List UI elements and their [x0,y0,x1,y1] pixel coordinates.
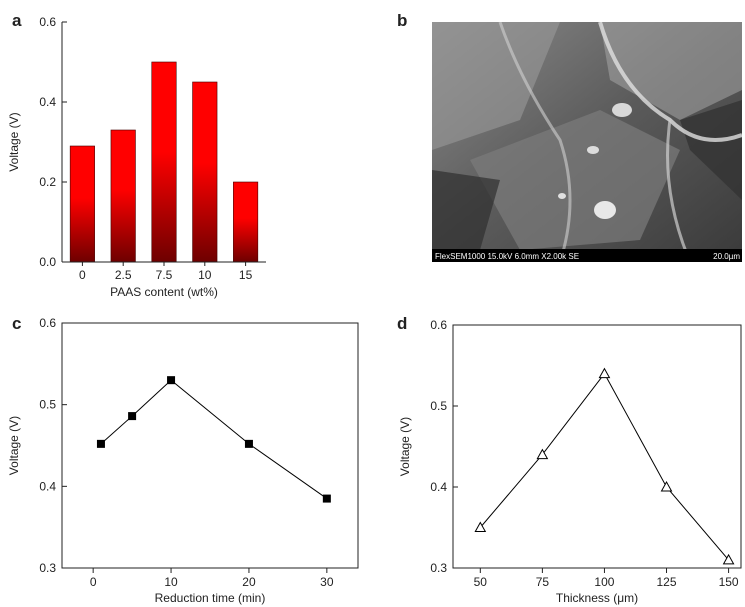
x-tick-label: 30 [320,575,334,589]
panel: a 0.0 0.2 0.4 0.6 Voltage (V) PAAS content (wt… [7,11,266,299]
y-tick-label: 0.3 [430,561,447,575]
series-line [100,379,328,499]
x-axis-label: Reduction time (min) [155,591,266,605]
marker [598,367,611,379]
x-axis-label: PAAS content (wt%) [110,285,218,299]
bar [192,81,218,263]
y-tick-label: 0.6 [39,15,56,29]
panel-label: d [397,314,407,333]
panel-label: a [12,11,22,30]
sem-scale: 20.0µm [713,252,740,261]
panel-label: b [397,11,407,30]
x-tick-label: 150 [719,575,739,589]
y-tick-label: 0.2 [39,175,56,189]
x-tick-label: 7.5 [156,268,173,282]
panel: c 0.3 0.4 0.5 0.6 Voltage (V) Reduction time (… [7,314,359,605]
y-axis-label: Voltage (V) [7,416,21,475]
x-tick-label: 20 [242,575,256,589]
plot-frame [61,322,359,569]
bar [151,61,177,263]
bar [69,145,95,263]
panel-label: c [12,314,21,333]
x-tick-label: 10 [198,268,212,282]
x-tick-label: 2.5 [115,268,132,282]
sem-image: FlexSEM1000 15.0kV 6.0mm X2.00k SE 20.0µ… [397,11,742,262]
y-tick-label: 0.5 [430,399,447,413]
caption-bar [432,249,742,262]
x-tick-label: 15 [239,268,253,282]
marker [167,376,176,385]
y-tick-label: 0.4 [430,480,447,494]
x-tick-label: 100 [594,575,614,589]
marker [128,412,137,421]
y-tick-label: 0.3 [39,561,56,575]
x-tick-label: 125 [657,575,677,589]
x-axis-label: Thickness (μm) [556,591,638,605]
x-tick-label: 75 [536,575,550,589]
y-tick-label: 0.5 [39,398,56,412]
x-tick-label: 10 [164,575,178,589]
panel: d 0.3 0.4 0.5 0.6 Voltage (V) Thickness (μm) 50… [397,314,742,605]
marker [96,439,105,448]
marker [244,439,253,448]
y-tick-label: 0.4 [39,95,56,109]
bar [110,129,136,263]
y-tick-label: 0.6 [39,316,56,330]
plot-frame [452,324,742,569]
x-tick-label: 0 [90,575,97,589]
sem-texture [432,22,742,262]
series-line [479,372,729,561]
x-tick-label: 50 [474,575,488,589]
marker [322,494,331,503]
y-tick-label: 0.4 [39,479,56,493]
marker [536,448,549,460]
bar [233,181,259,263]
marker [474,521,487,532]
x-tick-label: 0 [79,268,86,282]
sem-caption: FlexSEM1000 15.0kV 6.0mm X2.00k SE [435,252,579,261]
y-tick-label: 0.6 [430,318,447,332]
y-axis-label: Voltage (V) [7,112,21,171]
marker [722,553,735,565]
y-axis-label: Voltage (V) [398,417,412,476]
y-tick-label: 0.0 [39,255,56,269]
marker [660,480,673,492]
